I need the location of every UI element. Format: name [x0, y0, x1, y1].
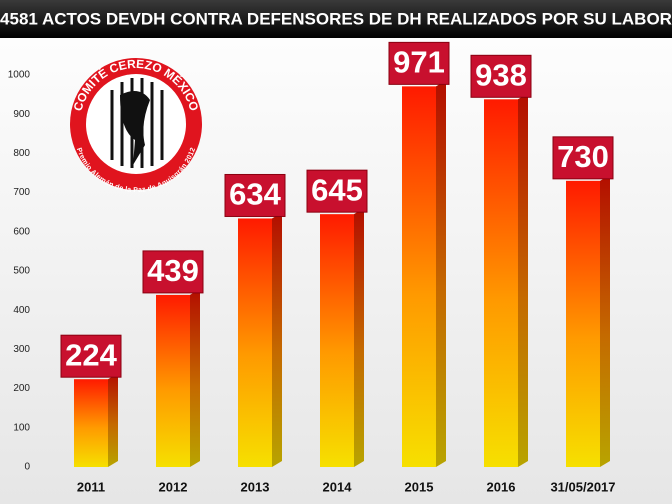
bar	[402, 86, 436, 468]
y-tick-label: 200	[13, 383, 30, 394]
bar	[484, 99, 518, 467]
y-tick-label: 500	[13, 266, 30, 277]
bar-side	[436, 80, 446, 468]
x-tick-label: 2015	[405, 479, 434, 494]
value-label-box	[552, 136, 614, 180]
bar-side	[354, 208, 364, 467]
value-label: 645	[311, 172, 363, 207]
x-tick-label: 31/05/2017	[550, 479, 615, 494]
title-banner	[0, 0, 672, 38]
bar	[74, 379, 108, 467]
value-label: 971	[393, 45, 445, 80]
value-label: 224	[65, 337, 117, 372]
x-tick-label: 2012	[159, 479, 188, 494]
y-tick-label: 300	[13, 344, 30, 355]
y-tick-label: 700	[13, 187, 30, 198]
bar	[238, 218, 272, 467]
value-label: 439	[147, 253, 199, 288]
value-label: 634	[229, 177, 281, 212]
y-tick-label: 600	[13, 226, 30, 237]
value-label: 730	[557, 139, 609, 174]
bar-side	[272, 212, 282, 467]
value-label-box	[60, 334, 122, 378]
y-tick-label: 0	[24, 462, 30, 473]
bar-side	[518, 93, 528, 467]
y-tick-label: 400	[13, 305, 30, 316]
y-tick-label: 100	[13, 422, 30, 433]
x-tick-label: 2013	[241, 479, 270, 494]
logo: COMITÉ CEREZO MÉXICO Premio Alemán de la…	[70, 57, 202, 194]
x-tick-label: 2014	[323, 479, 353, 494]
bar	[320, 214, 354, 467]
x-tick-label: 2016	[487, 479, 516, 494]
bar	[566, 180, 600, 467]
value-label-box	[224, 173, 286, 217]
bar-side	[108, 373, 118, 467]
chart-title: 4581 ACTOS DEVDH CONTRA DEFENSORES DE DH…	[0, 9, 672, 28]
y-tick-label: 900	[13, 109, 30, 120]
value-label: 938	[475, 57, 527, 92]
value-label-box	[306, 169, 368, 213]
y-tick-label: 1000	[8, 70, 31, 81]
value-label-box	[388, 41, 450, 85]
x-tick-label: 2011	[77, 479, 105, 494]
bar-side	[600, 174, 610, 467]
logo-figure	[120, 91, 150, 165]
value-label-box	[470, 54, 532, 98]
bar-side	[190, 288, 200, 467]
y-tick-label: 800	[13, 148, 30, 159]
value-label-box	[142, 250, 204, 294]
bar	[156, 294, 190, 467]
